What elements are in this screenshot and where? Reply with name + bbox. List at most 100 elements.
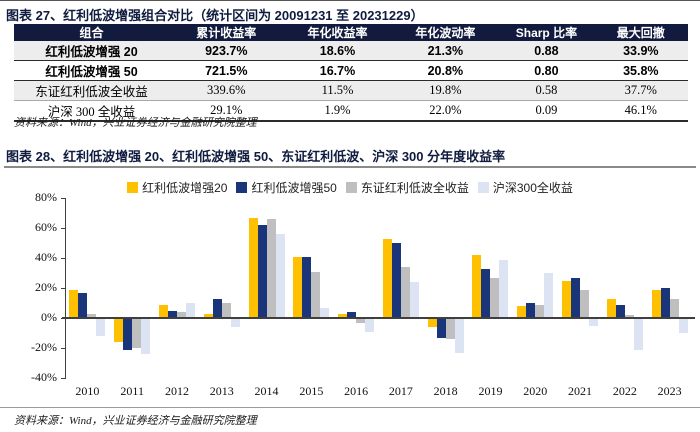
value-cell: 20.8% <box>391 60 500 81</box>
bar <box>651 289 661 318</box>
x-axis-label: 2019 <box>478 384 503 398</box>
value-cell: 19.8% <box>391 80 500 101</box>
table-row: 东证红利低波全收益 339.6% 11.5% 19.8% 0.58 37.7% <box>14 80 688 101</box>
bar <box>409 282 419 318</box>
y-axis-label: 20% <box>35 280 57 294</box>
legend-label: 东证红利低波全收益 <box>360 181 469 195</box>
plot-area <box>65 198 692 378</box>
x-axis-label: 2020 <box>523 384 548 398</box>
column-header: 最大回撤 <box>593 24 688 41</box>
bar <box>400 267 410 318</box>
bar <box>445 318 455 339</box>
bar <box>293 256 303 318</box>
x-axis-label: 2014 <box>254 384 279 398</box>
bar <box>338 313 348 318</box>
bar <box>266 219 276 318</box>
bar <box>248 217 258 318</box>
legend-swatch <box>477 182 489 193</box>
y-axis-label: 80% <box>35 190 57 204</box>
figure28-source: 资料来源：Wind，兴业证券经济与金融研究院整理 <box>14 415 257 427</box>
bar <box>544 273 554 318</box>
bar <box>311 271 321 318</box>
column-header: 组合 <box>14 24 170 41</box>
comparison-table-header-row: 组合 累计收益率 年化收益率 年化波动率 Sharp 比率 最大回撤 <box>14 24 688 41</box>
figure27-title: 图表 27、红利低波增强组合对比（统计区间为 20091231 至 202312… <box>6 8 424 23</box>
bar <box>490 277 500 318</box>
x-axis-label: 2016 <box>344 384 369 398</box>
legend-item: 红利低波增强50 <box>236 179 337 196</box>
x-axis-label: 2013 <box>209 384 234 398</box>
bar <box>589 318 599 326</box>
portfolio-name-cell: 沪深 300 全收益 <box>14 100 170 122</box>
bottom-divider <box>0 407 700 408</box>
y-axis-label: -40% <box>31 370 57 384</box>
value-cell: 0.80 <box>499 60 594 81</box>
legend-swatch <box>127 182 139 193</box>
value-cell: 11.5% <box>283 80 392 101</box>
top-divider <box>0 0 700 1</box>
bar <box>517 306 527 318</box>
value-cell: 0.09 <box>499 100 594 122</box>
table-row: 沪深 300 全收益 29.1% 1.9% 22.0% 0.09 46.1% <box>14 100 688 122</box>
bar <box>633 318 643 350</box>
legend-label: 沪深300全收益 <box>492 181 573 195</box>
bar <box>382 238 392 318</box>
column-header: 年化收益率 <box>283 24 392 41</box>
bar <box>96 318 106 336</box>
bar <box>427 318 437 327</box>
y-axis-label: 40% <box>35 250 57 264</box>
bar <box>123 318 133 350</box>
bar <box>203 313 213 318</box>
x-axis-label: 2010 <box>75 384 100 398</box>
column-header: 年化波动率 <box>391 24 500 41</box>
bar <box>499 259 509 318</box>
x-axis-label: 2022 <box>612 384 637 398</box>
bar <box>391 243 401 318</box>
bar <box>615 304 625 318</box>
bar <box>114 318 124 342</box>
bar <box>678 318 688 333</box>
bar <box>454 318 464 353</box>
x-axis-label: 2017 <box>388 384 413 398</box>
legend-item: 东证红利低波全收益 <box>345 179 469 196</box>
bar <box>571 277 581 318</box>
value-cell: 721.5% <box>169 60 284 81</box>
bar <box>141 318 151 354</box>
bar <box>660 288 670 318</box>
legend-label: 红利低波增强50 <box>251 181 337 195</box>
legend-item: 沪深300全收益 <box>477 179 573 196</box>
bar <box>606 298 616 318</box>
bar <box>176 312 186 318</box>
y-axis-tick <box>61 348 65 349</box>
bar <box>275 234 285 318</box>
zero-line <box>62 317 695 319</box>
bar <box>356 318 366 323</box>
value-cell: 21.3% <box>391 41 500 61</box>
x-axis-label: 2021 <box>568 384 593 398</box>
bar <box>230 318 240 327</box>
value-cell: 1.9% <box>283 100 392 122</box>
legend-swatch <box>345 182 357 193</box>
bar <box>87 313 97 318</box>
value-cell: 29.1% <box>169 100 284 122</box>
bar <box>132 318 142 348</box>
comparison-table: 组合 累计收益率 年化收益率 年化波动率 Sharp 比率 最大回撤 红利低波增强 20 9… <box>14 24 688 122</box>
table-row: 红利低波增强 50 721.5% 16.7% 20.8% 0.80 35.8% <box>14 60 688 81</box>
value-cell: 923.7% <box>169 41 284 61</box>
y-axis-label: 60% <box>35 220 57 234</box>
value-cell: 339.6% <box>169 80 284 101</box>
bar <box>669 298 679 318</box>
value-cell: 0.88 <box>499 41 594 61</box>
bar <box>212 298 222 318</box>
y-axis-tick <box>61 378 65 379</box>
value-cell: 16.7% <box>283 60 392 81</box>
bar <box>221 303 231 318</box>
bar <box>624 315 634 318</box>
legend-swatch <box>236 182 248 193</box>
bar <box>365 318 375 332</box>
x-axis-label: 2023 <box>657 384 682 398</box>
legend-label: 红利低波增强20 <box>142 181 228 195</box>
x-axis-label: 2018 <box>433 384 458 398</box>
y-axis-line <box>65 198 66 379</box>
annual-returns-bar-chart: 红利低波增强20 红利低波增强50 东证红利低波全收益 沪深300全收益 80% 60%… <box>0 176 700 404</box>
